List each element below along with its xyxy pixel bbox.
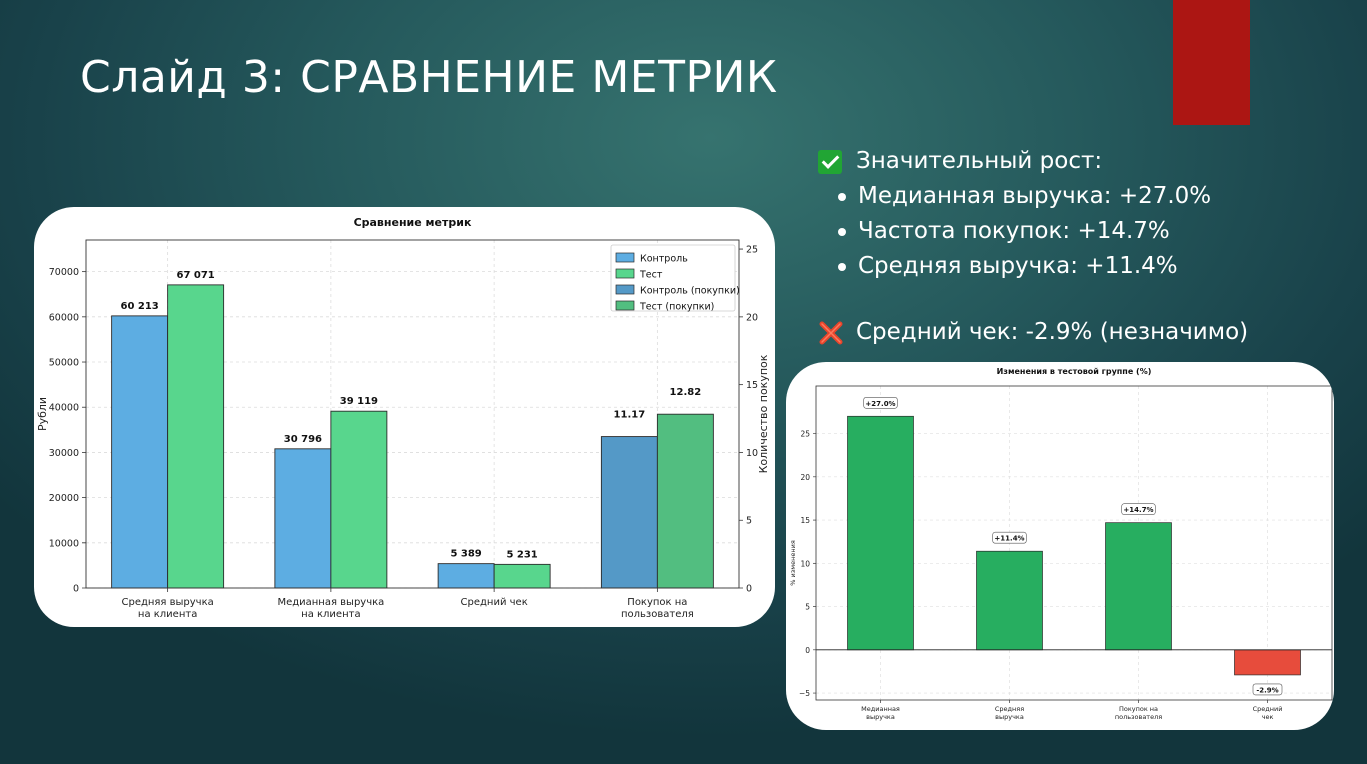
chart-bar [167, 284, 225, 589]
y-tick-label: 5 [805, 603, 810, 612]
plot-frame [815, 385, 1333, 701]
finding-item: Медианная выручка: +27.0% [818, 179, 1358, 214]
significant-header-row: Значительный рост: [818, 144, 1358, 179]
chart-bar [493, 563, 551, 589]
bar-value-label: +14.7% [1123, 506, 1153, 514]
bar-value-label: 5 231 [506, 549, 537, 560]
insignificant-row: Средний чек: -2.9% (незначимо) [818, 315, 1358, 350]
bar-value-badge [1121, 503, 1156, 515]
legend-label: Тест [639, 270, 663, 281]
bullet-dot-icon [838, 262, 846, 271]
y-right-tick-label: 20 [746, 312, 758, 323]
y-tick-label: 10 [800, 559, 810, 568]
check-mark-icon [818, 149, 842, 174]
chart-bar [600, 436, 658, 589]
bar-value-badge [863, 396, 898, 409]
y-tick-label: 50000 [49, 358, 79, 369]
cross-mark-icon [819, 321, 843, 344]
finding-text: Средняя выручка: +11.4% [858, 253, 1178, 279]
bullet-dot-icon [838, 192, 846, 201]
chart-title: Изменения в тестовой группе (%) [997, 367, 1152, 376]
chart-bar [274, 448, 332, 589]
chart-bar [330, 410, 388, 589]
y-right-tick-label: 0 [746, 584, 752, 595]
slide-title: Слайд 3: СРАВНЕНИЕ МЕТРИК [80, 52, 778, 103]
bar-value-label: 60 213 [120, 301, 158, 312]
y-right-tick-label: 10 [746, 448, 758, 459]
y-tick-label: 0 [805, 646, 810, 655]
insignificant-text: Средний чек: -2.9% (незначимо) [856, 319, 1249, 345]
x-tick-label: Покупок на пользователя [1115, 705, 1162, 721]
y-tick-label: −5 [799, 689, 810, 698]
finding-item: Средняя выручка: +11.4% [818, 249, 1358, 284]
legend-box [610, 244, 736, 312]
chart-bar [656, 413, 714, 589]
x-tick-label: Средний чек [1253, 705, 1283, 721]
y-right-tick-label: 5 [746, 516, 752, 527]
y-tick-label: 10000 [49, 538, 79, 549]
bar-value-label: 12.82 [670, 387, 702, 398]
metrics-comparison-chart: Сравнение метрик 60 213 30 796 5 389 67 071 3… [36, 216, 770, 620]
x-tick-label: Средний чек [461, 597, 528, 608]
chart-title: Сравнение метрик [354, 216, 472, 229]
chart-bar [1234, 649, 1301, 676]
y-tick-label: 20 [800, 473, 810, 482]
chart-bar [111, 315, 169, 589]
bar-value-label: 11.17 [614, 410, 646, 421]
bar-value-badge [1252, 683, 1283, 696]
findings-list: Значительный рост: Медианная выручка: +2… [818, 144, 1358, 350]
y-tick-label: 40000 [49, 403, 79, 414]
y-axis-label: % изменения [789, 540, 797, 586]
accent-rectangle [1173, 0, 1250, 125]
test-changes-chart: Изменения в тестовой группе (%) +27.0% +11… [789, 367, 1333, 721]
significant-header: Значительный рост: [856, 148, 1103, 174]
y-tick-label: 70000 [49, 267, 79, 278]
y-tick-label: 15 [800, 516, 810, 525]
y-tick-label: 60000 [49, 312, 79, 323]
bar-value-label: +27.0% [865, 400, 895, 408]
finding-item: Частота покупок: +14.7% [818, 214, 1358, 249]
bar-value-label: 67 071 [176, 270, 214, 281]
bullet-dot-icon [838, 227, 846, 236]
y-tick-label: 20000 [49, 493, 79, 504]
chart-bar [437, 563, 495, 589]
legend-swatch [615, 268, 635, 279]
bar-value-label: -2.9% [1256, 686, 1278, 694]
test-changes-chart-card: Изменения в тестовой группе (%) +27.0% +11… [786, 362, 1334, 730]
y-tick-label: 0 [73, 584, 79, 595]
legend-swatch [615, 300, 635, 311]
bar-value-label: +11.4% [994, 535, 1024, 543]
bar-value-label: 30 796 [284, 434, 322, 445]
bar-value-label: 39 119 [340, 396, 378, 407]
y-right-tick-label: 15 [746, 380, 758, 391]
x-tick-label: Медианная выручка [861, 705, 900, 721]
y-axis-label: Рубли [36, 397, 49, 431]
x-tick-label: Средняя выручка на клиента [121, 597, 213, 620]
x-tick-label: Средняя выручка [995, 705, 1024, 721]
y-tick-label: 30000 [49, 448, 79, 459]
legend-label: Тест (покупки) [639, 302, 714, 313]
legend-label: Контроль [640, 254, 688, 265]
bar-value-label: 5 389 [450, 549, 481, 560]
chart-bar [976, 550, 1043, 651]
x-tick-label: Покупок на пользователя [621, 597, 694, 620]
bar-value-badge [992, 531, 1027, 544]
plot-frame [85, 239, 740, 589]
y-right-axis-label: Количество покупок [757, 354, 770, 473]
finding-text: Медианная выручка: +27.0% [858, 183, 1212, 209]
legend-swatch [615, 252, 635, 263]
chart-bar [1105, 522, 1172, 651]
y-right-tick-label: 25 [746, 245, 758, 256]
chart-bar [847, 415, 914, 651]
x-tick-label: Медианная выручка на клиента [277, 597, 384, 620]
legend-swatch [615, 284, 635, 295]
finding-text: Частота покупок: +14.7% [858, 218, 1170, 244]
legend-label: Контроль (покупки) [640, 286, 740, 297]
y-tick-label: 25 [800, 430, 810, 439]
metrics-comparison-chart-card: Сравнение метрик 60 213 30 796 5 389 67 071 3… [34, 207, 775, 627]
